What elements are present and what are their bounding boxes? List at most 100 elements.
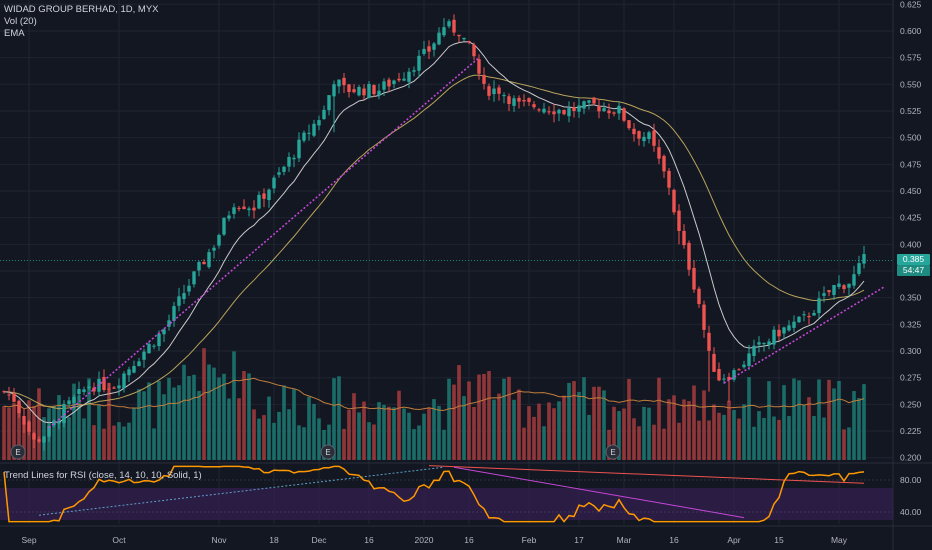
- candle-body: [252, 207, 256, 211]
- candle: [687, 240, 691, 276]
- candle-body: [152, 345, 156, 347]
- candle: [97, 371, 101, 397]
- price-tick-label: 0.500: [900, 133, 922, 143]
- candle: [752, 339, 756, 362]
- candle: [177, 287, 181, 312]
- volume-bar: [632, 418, 636, 460]
- volume-bar: [707, 420, 711, 460]
- candle-body: [767, 341, 771, 346]
- price-tick-label: 0.250: [900, 399, 922, 409]
- countdown-label: 54:47: [897, 265, 930, 276]
- candle: [352, 84, 356, 94]
- candle: [642, 131, 646, 147]
- candle: [842, 283, 846, 294]
- candle: [502, 92, 506, 104]
- candle: [212, 245, 216, 259]
- candle: [92, 382, 96, 396]
- candle-body: [617, 105, 621, 114]
- volume-bar: [472, 406, 476, 460]
- candle-body: [307, 132, 311, 134]
- candle: [172, 301, 176, 327]
- earnings-marker-label: E: [610, 448, 615, 457]
- volume-bar: [322, 429, 326, 460]
- candle: [207, 248, 211, 269]
- volume-bar: [532, 416, 536, 460]
- volume-bar: [412, 429, 416, 460]
- candle: [12, 387, 16, 403]
- volume-bar: [167, 377, 171, 460]
- volume-bar: [52, 405, 56, 460]
- price-tick-label: 0.550: [900, 79, 922, 89]
- volume-bar: [2, 406, 6, 460]
- candle: [527, 97, 531, 106]
- volume-bar: [247, 373, 251, 460]
- volume-bar: [377, 402, 381, 460]
- candle: [447, 19, 451, 29]
- time-tick-label: 18: [269, 535, 279, 545]
- candle: [847, 283, 851, 296]
- candle: [777, 324, 781, 341]
- candle: [697, 286, 701, 308]
- volume-bar: [172, 387, 176, 460]
- volume-bar: [627, 378, 631, 460]
- candle: [537, 108, 541, 113]
- last-price-label: 0.385: [897, 254, 930, 265]
- price-tick-label: 0.525: [900, 106, 922, 116]
- time-tick-label: Oct: [112, 535, 126, 545]
- candle: [857, 255, 861, 277]
- candle-body: [822, 293, 826, 296]
- volume-bar: [637, 426, 641, 460]
- candle: [372, 84, 376, 97]
- volume-bar: [512, 399, 516, 460]
- candle: [87, 380, 91, 391]
- candle: [77, 381, 81, 401]
- candle: [577, 98, 581, 118]
- candle-body: [387, 79, 391, 87]
- candle: [532, 101, 536, 110]
- candle-body: [222, 217, 226, 235]
- volume-bar: [302, 427, 306, 460]
- candle: [487, 83, 491, 101]
- candle: [827, 289, 831, 297]
- candle-body: [637, 131, 641, 139]
- volume-bar: [727, 400, 731, 460]
- rsi-tick-label: 40.00: [900, 507, 922, 517]
- volume-bar: [837, 380, 841, 460]
- candle: [117, 378, 121, 396]
- candle-body: [582, 101, 586, 109]
- volume-bar: [122, 426, 126, 460]
- candle: [547, 106, 551, 115]
- volume-bar: [232, 351, 236, 460]
- volume-bar: [597, 386, 601, 460]
- volume-bar: [282, 385, 286, 460]
- candle-body: [697, 288, 701, 305]
- candle-body: [212, 247, 216, 251]
- candle: [677, 204, 681, 245]
- candle: [57, 418, 61, 430]
- candle-body: [182, 293, 186, 300]
- volume-bar: [487, 371, 491, 460]
- volume-bar: [372, 424, 376, 460]
- candle: [297, 132, 301, 162]
- candle: [287, 152, 291, 172]
- price-tick-label: 0.450: [900, 186, 922, 196]
- volume-bar: [437, 405, 441, 460]
- candle-body: [472, 44, 476, 57]
- candle-body: [132, 365, 136, 373]
- candle: [442, 18, 446, 38]
- volume-bar: [807, 397, 811, 460]
- volume-bar: [857, 397, 861, 460]
- candle: [787, 320, 791, 332]
- volume-bar: [692, 385, 696, 460]
- volume-bar: [277, 411, 281, 460]
- candle-body: [372, 85, 376, 95]
- candle-body: [262, 193, 266, 199]
- rsi-line: [3, 465, 865, 523]
- candle-body: [792, 321, 796, 328]
- candle-body: [732, 370, 736, 380]
- candle-body: [532, 104, 536, 108]
- candle-body: [82, 389, 86, 393]
- volume-ma-line: [3, 377, 865, 411]
